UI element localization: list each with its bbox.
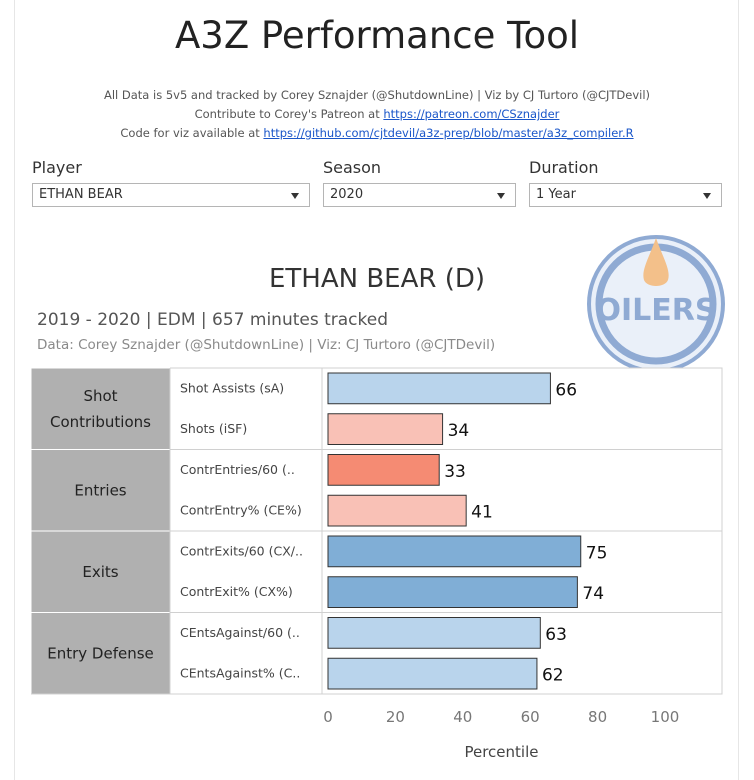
metric-label: ContrEntries/60 (..	[180, 462, 295, 477]
category-label: Contributions	[50, 413, 151, 431]
bar-value-label: 62	[542, 666, 564, 686]
bar-value-label: 41	[471, 503, 493, 523]
metric-label: Shots (iSF)	[180, 421, 247, 436]
metric-label: CEntsAgainst/60 (..	[180, 625, 300, 640]
category-label: Entries	[74, 481, 126, 499]
bar-value-label: 75	[586, 543, 608, 563]
bar	[327, 372, 551, 405]
duration-select-value: 1 Year	[536, 187, 576, 202]
bar	[327, 454, 440, 486]
duration-filter: Duration 1 Year	[529, 158, 722, 207]
player-season-meta: 2019 - 2020 | EDM | 657 minutes tracked	[37, 310, 389, 330]
bar-value-label: 74	[582, 584, 604, 604]
bar-value-label: 63	[545, 625, 567, 645]
duration-filter-label: Duration	[529, 158, 599, 177]
category-label: Exits	[82, 563, 118, 581]
chevron-down-icon	[703, 193, 711, 199]
metric-label: ContrExit% (CX%)	[180, 584, 293, 599]
chevron-down-icon	[291, 193, 299, 199]
logo-text: OILERS	[596, 293, 717, 328]
bar-value-label: 34	[448, 421, 470, 441]
category-label: Shot	[83, 387, 117, 405]
player-filter: Player ETHAN BEAR	[32, 158, 310, 207]
metric-label: ContrExits/60 (CX/..	[180, 543, 303, 558]
category-label: Entry Defense	[47, 644, 154, 662]
credits-line-3-prefix: Code for viz available at	[120, 126, 264, 140]
duration-select[interactable]: 1 Year	[529, 183, 722, 207]
bar	[327, 576, 578, 608]
credits: All Data is 5v5 and tracked by Corey Szn…	[0, 86, 754, 143]
x-tick-label: 40	[453, 708, 472, 726]
patreon-link[interactable]: https://patreon.com/CSznajder	[383, 107, 560, 121]
player-name-heading: ETHAN BEAR (D)	[268, 264, 486, 294]
category-cell	[30, 530, 171, 613]
x-axis-title: Percentile	[464, 743, 538, 761]
metric-label: ContrEntry% (CE%)	[180, 503, 302, 518]
x-tick-label: 100	[651, 708, 680, 726]
bar	[327, 413, 444, 445]
player-data-source: Data: Corey Sznajder (@ShutdownLine) | V…	[37, 337, 496, 353]
season-select[interactable]: 2020	[323, 183, 516, 207]
x-tick-label: 0	[323, 708, 333, 726]
credits-line-2: Contribute to Corey's Patreon at https:/…	[0, 105, 754, 124]
player-select[interactable]: ETHAN BEAR	[32, 183, 310, 207]
player-select-value: ETHAN BEAR	[39, 187, 123, 202]
credits-line-2-prefix: Contribute to Corey's Patreon at	[194, 107, 384, 121]
oilers-logo-icon: OILERS	[587, 235, 725, 373]
bar-value-label: 33	[444, 462, 466, 482]
category-cell	[30, 367, 171, 450]
credits-line-1: All Data is 5v5 and tracked by Corey Szn…	[103, 88, 651, 102]
chevron-down-icon	[497, 193, 505, 199]
season-filter-label: Season	[323, 158, 382, 177]
page-border-left	[14, 0, 15, 780]
x-tick-label: 60	[521, 708, 540, 726]
metric-label: Shot Assists (sA)	[180, 380, 284, 395]
season-filter: Season 2020	[323, 158, 516, 207]
github-link[interactable]: https://github.com/cjtdevil/a3z-prep/blo…	[263, 126, 634, 140]
bar	[327, 494, 467, 527]
bar	[327, 617, 541, 649]
x-tick-label: 20	[386, 708, 405, 726]
bar	[327, 657, 538, 690]
bar-value-label: 66	[555, 380, 577, 400]
page-border-right	[738, 0, 739, 780]
metric-label: CEntsAgainst% (C..	[180, 666, 300, 681]
season-select-value: 2020	[330, 187, 364, 202]
dashboard-title: A3Z Performance Tool	[174, 14, 580, 57]
x-tick-label: 80	[588, 708, 607, 726]
credits-line-3: Code for viz available at https://github…	[0, 124, 754, 143]
player-filter-label: Player	[32, 158, 82, 177]
bar	[327, 535, 582, 568]
